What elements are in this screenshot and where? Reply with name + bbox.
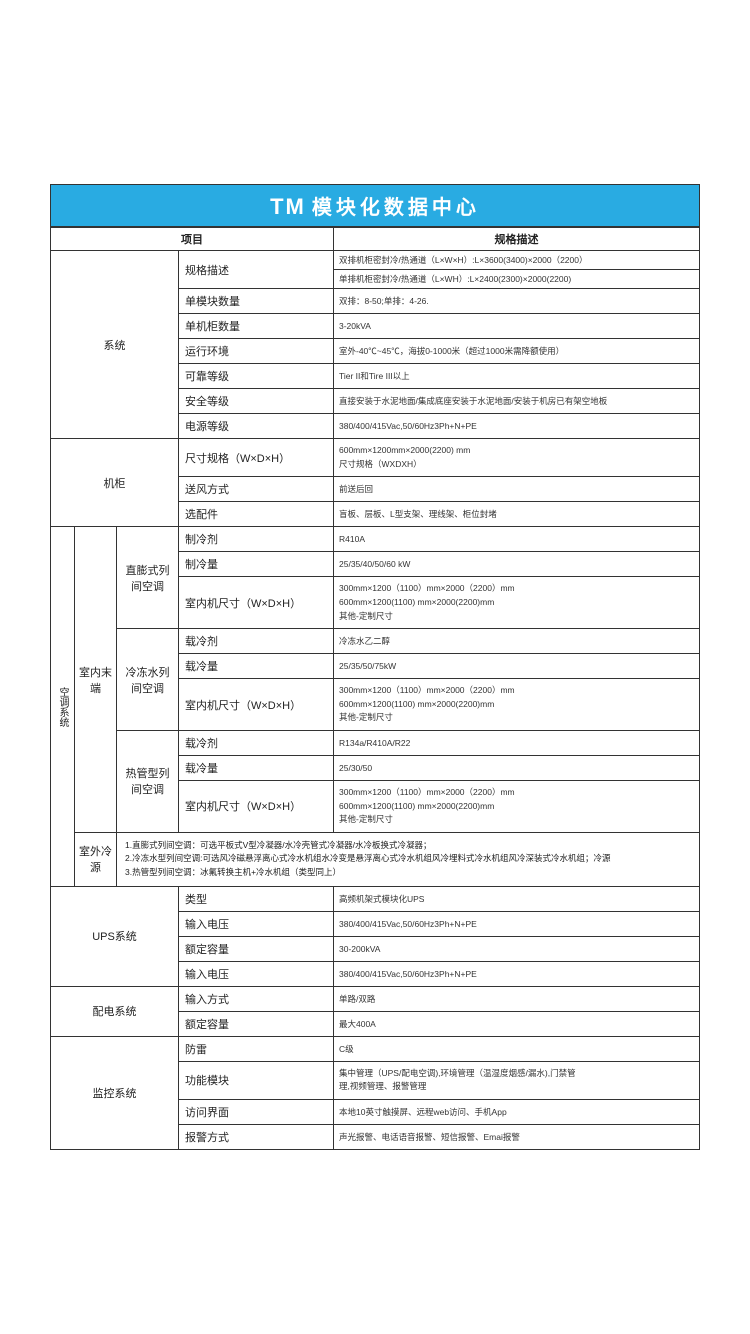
pdu-mode-val: 单路/双路 <box>334 986 700 1011</box>
ac-hp-dim1: 300mm×1200（1100）mm×2000（2200）mm <box>339 786 694 800</box>
banner-tm: TM <box>270 194 306 219</box>
ac-hp-cap-val: 25/30/50 <box>334 756 700 781</box>
system-module-val: 双排：8-50;单排：4-26. <box>334 289 700 314</box>
system-tier-label: 可靠等级 <box>179 364 334 389</box>
ups-vout-label: 输入电压 <box>179 961 334 986</box>
ac-chilled-ref-val: 冷冻水乙二醇 <box>334 629 700 654</box>
ac-chilled-dim-val: 300mm×1200（1100）mm×2000（2200）mm 600mm×12… <box>334 679 700 731</box>
mon-ui-val: 本地10英寸触摸屏、远程web访问、手机App <box>334 1099 700 1124</box>
mon-func-val1: 集中管理（UPS/配电空调),环境管理（温湿度烟感/漏水),门禁管 <box>339 1067 694 1081</box>
ac-chilled-dim2: 600mm×1200(1100) mm×2000(2200)mm <box>339 698 694 712</box>
ac-hp-ref-val: R134a/R410A/R22 <box>334 731 700 756</box>
mon-func-label: 功能模块 <box>179 1061 334 1099</box>
ac-direct-dim1: 300mm×1200（1100）mm×2000（2200）mm <box>339 582 694 596</box>
mon-func-val2: 理,视频管理、报警管理 <box>339 1080 694 1094</box>
pdu-cap-val: 最大400A <box>334 1011 700 1036</box>
cabinet-dim-val1: 600mm×1200mm×2000(2200) mm <box>339 444 694 458</box>
pdu-cap-label: 额定容量 <box>179 1011 334 1036</box>
system-power-val: 380/400/415Vac,50/60Hz3Ph+N+PE <box>334 414 700 439</box>
ac-chilled-cap-label: 载冷量 <box>179 654 334 679</box>
spec-table: TM 模块化数据中心 项目 规格描述 系统 规格描述 双排机柜密封冷/热通道（L×… <box>50 184 700 1150</box>
cabinet-opt-val: 盲板、层板、L型支架、理线架、柜位封堵 <box>334 502 700 527</box>
banner: TM 模块化数据中心 <box>50 184 700 227</box>
cabinet-air-val: 前送后回 <box>334 477 700 502</box>
ups-vout-val: 380/400/415Vac,50/60Hz3Ph+N+PE <box>334 961 700 986</box>
ups-type-label: 类型 <box>179 886 334 911</box>
system-spec-val2: 单排机柜密封冷/热通道（L×WH）:L×2400(2300)×2000(2200… <box>334 270 700 289</box>
cat-cabinet: 机柜 <box>51 439 179 527</box>
ac-direct-dim-label: 室内机尺寸（W×D×H） <box>179 577 334 629</box>
system-tier-val: Tier II和Tire III以上 <box>334 364 700 389</box>
ups-cap-val: 30-200kVA <box>334 936 700 961</box>
cat-ac-direct: 直膨式列间空调 <box>117 527 179 629</box>
ac-direct-cap-val: 25/35/40/50/60 kW <box>334 552 700 577</box>
ac-outdoor-note: 1.直膨式列间空调：可选平板式V型冷凝器/水冷壳管式冷凝器/水冷板换式冷凝器； … <box>117 832 700 886</box>
ac-outdoor-note3: 3.热管型列间空调：冰氟转换主机+冷水机组（类型同上） <box>125 866 691 880</box>
system-cabinet-label: 单机柜数量 <box>179 314 334 339</box>
pdu-mode-label: 输入方式 <box>179 986 334 1011</box>
cat-ac-heatpipe: 热管型列间空调 <box>117 731 179 833</box>
ac-direct-dim2: 600mm×1200(1100) mm×2000(2200)mm <box>339 596 694 610</box>
cat-ac-indoor: 室内末端 <box>75 527 117 832</box>
cat-ups: UPS系统 <box>51 886 179 986</box>
mon-alarm-label: 报警方式 <box>179 1124 334 1149</box>
cat-pdu: 配电系统 <box>51 986 179 1036</box>
banner-title: 模块化数据中心 <box>312 197 480 219</box>
th-desc: 规格描述 <box>334 228 700 251</box>
ac-hp-dim-label: 室内机尺寸（W×D×H） <box>179 781 334 833</box>
ac-direct-ref-val: R410A <box>334 527 700 552</box>
system-power-label: 电源等级 <box>179 414 334 439</box>
system-env-val: 室外-40℃~45℃，海拔0-1000米（超过1000米需降额使用） <box>334 339 700 364</box>
mon-alarm-val: 声光报警、电话语音报警、短信报警、Emai报警 <box>334 1124 700 1149</box>
mon-light-label: 防雷 <box>179 1036 334 1061</box>
ac-chilled-ref-label: 载冷剂 <box>179 629 334 654</box>
system-module-label: 单模块数量 <box>179 289 334 314</box>
ups-vin-label: 输入电压 <box>179 911 334 936</box>
system-cabinet-val: 3-20kVA <box>334 314 700 339</box>
th-project: 项目 <box>51 228 334 251</box>
system-safety-label: 安全等级 <box>179 389 334 414</box>
cat-monitor: 监控系统 <box>51 1036 179 1149</box>
ups-type-val: 高频机架式模块化UPS <box>334 886 700 911</box>
cabinet-opt-label: 选配件 <box>179 502 334 527</box>
ac-direct-ref-label: 制冷剂 <box>179 527 334 552</box>
cat-ac-chilled: 冷冻水列间空调 <box>117 629 179 731</box>
mon-light-val: C级 <box>334 1036 700 1061</box>
system-spec-val1: 双排机柜密封冷/热通道（L×W×H）:L×3600(3400)×2000（220… <box>334 251 700 270</box>
ac-hp-dim-val: 300mm×1200（1100）mm×2000（2200）mm 600mm×12… <box>334 781 700 833</box>
ac-chilled-cap-val: 25/35/50/75kW <box>334 654 700 679</box>
ac-direct-dim-val: 300mm×1200（1100）mm×2000（2200）mm 600mm×12… <box>334 577 700 629</box>
cat-system: 系统 <box>51 251 179 439</box>
ups-vin-val: 380/400/415Vac,50/60Hz3Ph+N+PE <box>334 911 700 936</box>
cabinet-dim-label: 尺寸规格（W×D×H） <box>179 439 334 477</box>
ac-chilled-dim-label: 室内机尺寸（W×D×H） <box>179 679 334 731</box>
ac-hp-dim3: 其他-定制尺寸 <box>339 813 694 827</box>
system-safety-val: 直接安装于水泥地面/集成底座安装于水泥地面/安装于机房已有架空地板 <box>334 389 700 414</box>
system-spec-label: 规格描述 <box>179 251 334 289</box>
system-env-label: 运行环境 <box>179 339 334 364</box>
ac-hp-dim2: 600mm×1200(1100) mm×2000(2200)mm <box>339 800 694 814</box>
cat-ac: 空调系统 <box>51 527 75 886</box>
ac-outdoor-note1: 1.直膨式列间空调：可选平板式V型冷凝器/水冷壳管式冷凝器/水冷板换式冷凝器； <box>125 839 691 853</box>
ac-direct-dim3: 其他-定制尺寸 <box>339 610 694 624</box>
header-row: 项目 规格描述 <box>51 228 700 251</box>
ac-outdoor-note2: 2.冷冻水型列间空调:可选风冷磁悬浮离心式冷水机组水冷变是悬浮离心式冷水机组风冷… <box>125 852 691 866</box>
ac-chilled-dim1: 300mm×1200（1100）mm×2000（2200）mm <box>339 684 694 698</box>
main-table: 项目 规格描述 系统 规格描述 双排机柜密封冷/热通道（L×W×H）:L×360… <box>50 227 700 1150</box>
mon-ui-label: 访问界面 <box>179 1099 334 1124</box>
cabinet-dim-val2: 尺寸规格（WXDXH） <box>339 458 694 472</box>
ups-cap-label: 额定容量 <box>179 936 334 961</box>
cabinet-air-label: 送风方式 <box>179 477 334 502</box>
ac-direct-cap-label: 制冷量 <box>179 552 334 577</box>
ac-hp-ref-label: 载冷剂 <box>179 731 334 756</box>
ac-chilled-dim3: 其他-定制尺寸 <box>339 711 694 725</box>
cabinet-dim-val: 600mm×1200mm×2000(2200) mm 尺寸规格（WXDXH） <box>334 439 700 477</box>
cat-ac-outdoor: 室外冷源 <box>75 832 117 886</box>
mon-func-val: 集中管理（UPS/配电空调),环境管理（温湿度烟感/漏水),门禁管 理,视频管理… <box>334 1061 700 1099</box>
ac-hp-cap-label: 载冷量 <box>179 756 334 781</box>
